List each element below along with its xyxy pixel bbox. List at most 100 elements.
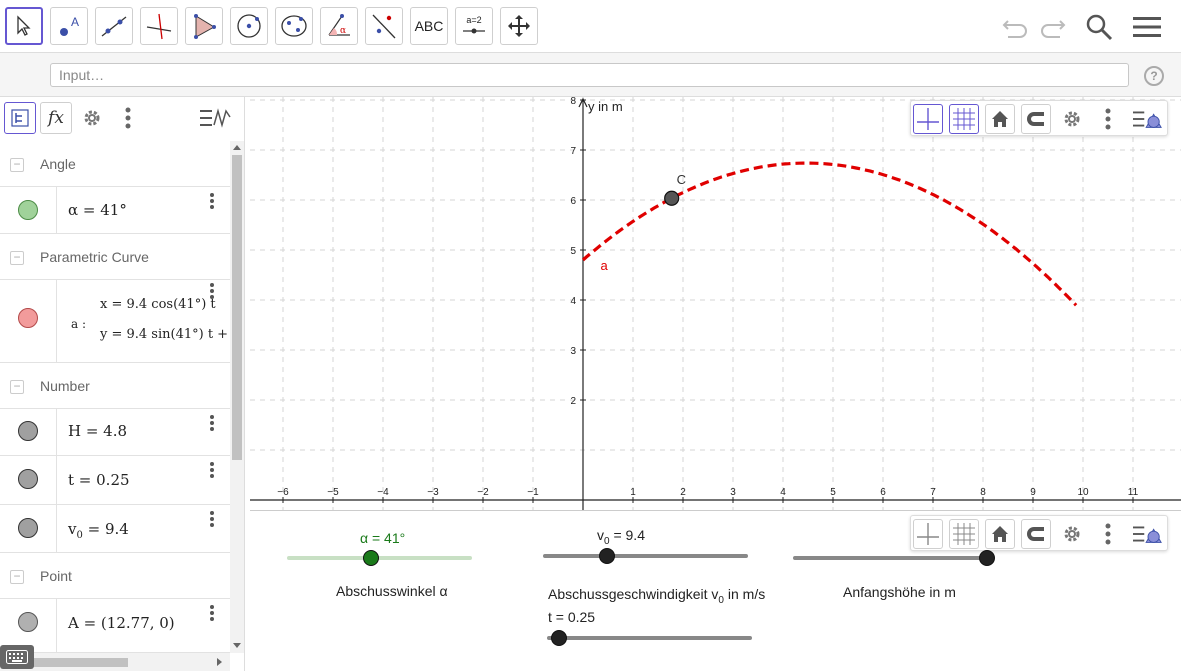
item-expression[interactable]: v0 = 9.4 [68,520,129,541]
item-expression[interactable]: A = (12.77, 0) [68,614,175,632]
point-tool-button[interactable]: A [50,7,88,45]
alpha-slider-thumb[interactable] [363,550,379,566]
item-expression[interactable]: t = 0.25 [68,471,130,489]
algebra-settings-button[interactable] [76,102,108,134]
graphics-more-button[interactable] [1093,104,1123,134]
polygon-tool-button[interactable] [185,7,223,45]
curve-x-expression[interactable]: x = 9.4 cos(41°) t [100,297,216,312]
visibility-toggle[interactable] [18,612,38,632]
standard-view-button[interactable] [985,519,1015,549]
algebra-scrollbar-thumb[interactable] [232,155,242,460]
H-slider-thumb[interactable] [979,550,995,566]
t-slider-thumb[interactable] [551,630,567,646]
item-expression[interactable]: α = 41° [68,201,127,219]
algebra-item-alpha[interactable]: α = 41° [0,187,230,234]
graphics-more-button[interactable] [1093,519,1123,549]
parametric-curve-a[interactable] [581,161,1078,307]
group-header-parametric[interactable]: − Parametric Curve [0,234,230,280]
algebra-item-H[interactable]: H = 4.8 [0,409,230,456]
graphics-view[interactable]: −6 −5 −4 −3 −2 −1 1 2 3 4 5 6 7 8 9 10 11 2 3 4 5 6 7 8 a C y i… [250,97,1181,510]
algebra-sort-button[interactable] [4,102,36,134]
svg-text:A: A [71,15,79,29]
collapse-icon[interactable]: − [10,251,24,265]
curve-y-expression[interactable]: y = 9.4 sin(41°) t + [100,327,229,342]
graphics-style-toggle[interactable] [1133,104,1163,134]
graphics-settings-button[interactable] [1057,104,1087,134]
x-tick-label: 10 [1077,487,1089,498]
move-tool-button[interactable] [5,7,43,45]
graphics-settings-button[interactable] [1057,519,1087,549]
item-menu-icon[interactable] [208,283,216,303]
toggle-axes-button[interactable] [913,519,943,549]
x-tick-label: −6 [277,487,289,498]
toggle-grid-button[interactable] [949,519,979,549]
reflect-tool-button[interactable] [365,7,403,45]
ellipse-tool-button[interactable] [275,7,313,45]
home-icon [992,111,1008,127]
keyboard-button[interactable] [0,645,34,669]
item-menu-icon[interactable] [208,605,216,625]
text-tool-button[interactable]: ABC [410,7,448,45]
item-menu-icon[interactable] [208,511,216,531]
group-header-number[interactable]: − Number [0,363,230,409]
point-capturing-button[interactable] [1021,104,1051,134]
fx-icon: fx [48,108,64,128]
collapse-icon[interactable]: − [10,570,24,584]
item-menu-icon[interactable] [208,462,216,482]
visibility-toggle[interactable] [18,518,38,538]
circle-tool-button[interactable] [230,7,268,45]
algebra-more-button[interactable] [112,102,144,134]
group-header-angle[interactable]: − Angle [0,141,230,187]
search-button[interactable] [1082,10,1116,44]
item-expression[interactable]: H = 4.8 [68,422,128,440]
vertical-dots-icon [1105,523,1111,545]
scroll-right-icon[interactable] [216,657,224,667]
slider-tool-button[interactable]: a=2 [455,7,493,45]
graphics-style-toggle[interactable] [1133,519,1163,549]
visibility-toggle[interactable] [18,421,38,441]
curve-name: a : [71,317,87,331]
help-icon[interactable]: ? [1144,66,1164,86]
collapse-icon[interactable]: − [10,158,24,172]
undo-button[interactable] [998,10,1032,44]
marble-cell [0,187,57,233]
move-view-tool-button[interactable] [500,7,538,45]
item-menu-icon[interactable] [208,193,216,213]
v0-slider-value: v0 = 9.4 [597,527,645,547]
H-slider-track[interactable] [793,556,993,560]
group-header-point[interactable]: − Point [0,553,230,599]
algebra-item-A[interactable]: A = (12.77, 0) [0,599,230,653]
v0-slider-track[interactable] [543,554,748,558]
algebra-item-v0[interactable]: v0 = 9.4 [0,505,230,553]
algebra-item-t[interactable]: t = 0.25 [0,456,230,505]
algebra-hscroll-thumb[interactable] [30,658,128,667]
point-c[interactable] [664,190,680,206]
visibility-toggle[interactable] [18,200,38,220]
angle-tool-button[interactable]: α [320,7,358,45]
visibility-toggle[interactable] [18,308,38,328]
graphics-canvas[interactable]: −6 −5 −4 −3 −2 −1 1 2 3 4 5 6 7 8 9 10 11 2 3 4 5 6 7 8 a C y i… [250,97,1181,510]
collapse-icon[interactable]: − [10,380,24,394]
v0-slider-thumb[interactable] [599,548,615,564]
visibility-toggle[interactable] [18,469,38,489]
algebra-item-curve[interactable]: a : x = 9.4 cos(41°) t y = 9.4 sin(41°) … [0,280,230,363]
perpendicular-tool-button[interactable] [140,7,178,45]
graphics-view-2[interactable]: α = 41° Abschusswinkel α v0 = 9.4 Abschu… [250,510,1181,671]
tree-icon [11,109,29,127]
algebra-style-toggle[interactable] [200,102,232,134]
v0-caption-rest: in m/s [723,586,766,602]
alpha-slider-track[interactable] [287,556,472,560]
scroll-up-icon[interactable] [232,143,242,151]
t-slider-track[interactable] [547,636,752,640]
algebra-description-button[interactable]: fx [40,102,72,134]
standard-view-button[interactable] [985,104,1015,134]
main-menu-button[interactable] [1130,10,1164,44]
line-tool-button[interactable] [95,7,133,45]
toggle-axes-button[interactable] [913,104,943,134]
toggle-grid-button[interactable] [949,104,979,134]
redo-button[interactable] [1036,10,1070,44]
point-capturing-button[interactable] [1021,519,1051,549]
item-menu-icon[interactable] [208,415,216,435]
scroll-down-icon[interactable] [232,642,242,650]
algebra-input-field[interactable] [50,63,1129,87]
